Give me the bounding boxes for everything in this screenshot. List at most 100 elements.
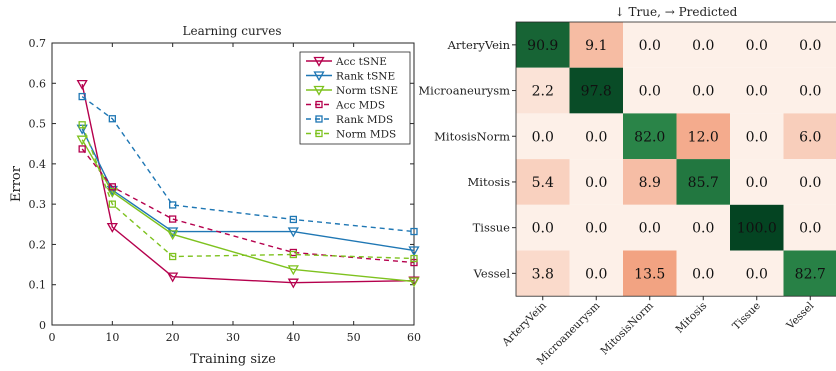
cell-value-label: 0.0 [585, 129, 607, 145]
matrix-cell [676, 113, 730, 160]
data-point [78, 92, 86, 101]
y-tick-label: 0.7 [29, 37, 47, 50]
x-tick-label: 20 [166, 331, 180, 344]
matrix-cell [516, 113, 570, 160]
series-line [81, 139, 415, 283]
matrix-cell [569, 113, 623, 160]
matrix-cell [783, 113, 836, 160]
cell-value-label: 6.0 [799, 129, 821, 145]
legend-marker [313, 56, 325, 67]
matrix-cell [730, 204, 784, 251]
matrix-cell [730, 113, 784, 160]
cell-value-label: 2.2 [532, 84, 554, 100]
legend-label: Acc MDS [335, 100, 385, 112]
data-point [78, 145, 86, 153]
matrix-cell [730, 159, 784, 205]
cell-value-label: 0.0 [692, 84, 714, 100]
legend-marker [315, 129, 323, 138]
x-tick-label: 10 [105, 331, 119, 344]
row-label: Tissue [473, 221, 511, 235]
cell-value-label: 82.0 [634, 129, 665, 145]
legend-entry: Rank MDS [306, 114, 393, 126]
data-point [106, 187, 118, 198]
data-point [169, 201, 177, 209]
cell-value-label: 9.1 [585, 38, 607, 54]
matrix-cell [730, 67, 784, 114]
matrix-cell [569, 204, 623, 251]
data-point [108, 183, 116, 191]
matrix-cell [676, 250, 730, 297]
cell-value-label: 0.0 [746, 38, 768, 54]
matrix-cell [516, 204, 570, 251]
cell-value-label: 0.0 [585, 221, 607, 237]
row-label: Mitosis [468, 175, 511, 189]
confusion-matrix-chart: ↓ True, → Predicted 90.9 9.1 0.0 0.0 0.0 0.0 2… [418, 5, 836, 367]
data-point [106, 222, 118, 233]
column-label: MitosisNorm [598, 300, 655, 357]
legend-entry: Acc tSNE [306, 56, 387, 68]
cell-value-label: 85.7 [688, 175, 719, 191]
column-label: Mitosis [673, 300, 709, 336]
cell-value-label: 5.4 [532, 175, 554, 191]
series-line [81, 128, 415, 252]
matrix-cell [623, 250, 677, 297]
matrix-cell [783, 22, 836, 68]
data-point [408, 277, 420, 288]
learning-curves-title: Learning curves [183, 24, 282, 38]
series-line [81, 124, 415, 260]
confusion-matrix-title: ↓ True, → Predicted [615, 5, 738, 19]
y-tick-label: 0.4 [29, 158, 47, 171]
matrix-cell [623, 113, 677, 160]
matrix-cell [783, 204, 836, 251]
matrix-cell [676, 204, 730, 251]
data-point [76, 135, 88, 146]
matrix-cell [730, 250, 784, 297]
legend-entry: Norm MDS [306, 129, 396, 141]
cell-value-label: 3.8 [532, 266, 554, 282]
legend-label: Norm MDS [336, 129, 396, 141]
x-tick-label: 30 [226, 331, 240, 344]
matrix-cell [516, 250, 570, 297]
matrix-cell [516, 159, 570, 205]
matrix-cell [783, 159, 836, 205]
column-label: ArteryVein [499, 300, 549, 350]
cell-value-label: 0.0 [746, 129, 768, 145]
cell-value-label: 0.0 [692, 38, 714, 54]
matrix-cell [730, 22, 784, 68]
data-point [287, 265, 299, 276]
data-point [167, 272, 179, 283]
series-norm-tsne [76, 135, 420, 288]
matrix-cell [676, 159, 730, 205]
column-label: Vessel [784, 299, 817, 332]
data-point [289, 250, 297, 259]
legend-marker [315, 100, 323, 109]
legend-box [299, 51, 411, 145]
column-label: Tissue [730, 300, 763, 333]
legend-marker [313, 71, 325, 82]
data-point [169, 215, 177, 223]
y-tick-label: 0.3 [29, 198, 47, 211]
cell-value-label: 0.0 [639, 221, 661, 237]
data-point [289, 215, 297, 224]
y-tick-label: 0.2 [29, 238, 47, 251]
matrix-cell [623, 67, 677, 114]
cell-value-label: 0.0 [532, 129, 554, 145]
cell-value-label: 0.0 [746, 84, 768, 100]
series-norm-mds [78, 121, 418, 263]
data-point [169, 252, 177, 261]
series-rank-tsne [76, 124, 420, 257]
x-tick-label: 60 [407, 331, 421, 344]
matrix-cell [516, 22, 570, 68]
data-point [108, 200, 116, 208]
data-point [410, 254, 418, 263]
x-tick-label: 0 [49, 331, 56, 344]
learning-curves-ylabel: Error [9, 165, 24, 202]
matrix-cell [676, 22, 730, 68]
legend-label: Norm tSNE [336, 85, 398, 97]
data-point [78, 121, 86, 129]
legend-entry: Acc MDS [306, 100, 385, 112]
legend-label: Acc tSNE [335, 56, 387, 68]
cell-value-label: 12.0 [688, 129, 719, 145]
series-rank-mds [78, 92, 418, 236]
matrix-cell [623, 159, 677, 205]
